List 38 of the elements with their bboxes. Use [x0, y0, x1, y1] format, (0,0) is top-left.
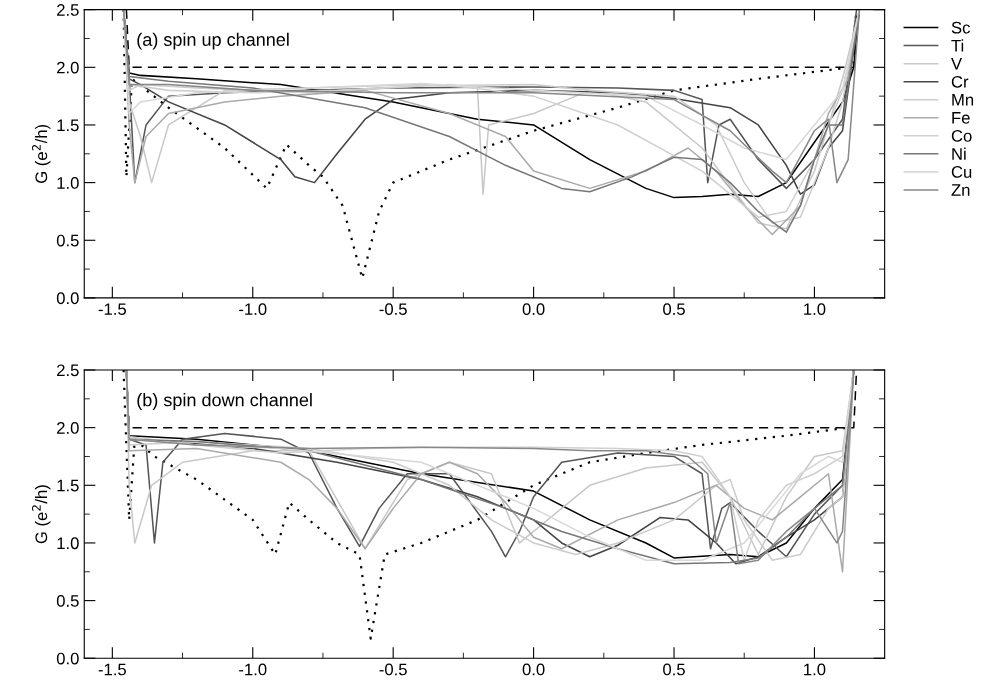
- x-tick-label: 0.0: [522, 663, 545, 676]
- y-tick-label: 1.0: [57, 177, 79, 189]
- legend-label: V: [951, 58, 963, 70]
- x-tick-label: 1.0: [804, 303, 826, 316]
- y-tick-label: 1.0: [57, 537, 79, 550]
- annotation: (b) spin down channel: [137, 393, 312, 410]
- legend-label: Ti: [951, 39, 964, 52]
- y-tick-label: 0.5: [56, 595, 79, 607]
- y-tick-label: 0.5: [56, 234, 79, 247]
- y-tick-label: 2.5: [57, 364, 79, 377]
- legend-label: Cr: [951, 75, 969, 88]
- x-tick-label: -0.5: [379, 303, 407, 316]
- y-tick-label: 0.0: [56, 652, 79, 665]
- legend-label: Zn: [951, 184, 970, 196]
- x-tick-label: 1.0: [804, 663, 826, 676]
- y-tick-label: 1.5: [57, 119, 79, 132]
- legend-label: Ni: [952, 147, 966, 160]
- x-tick-label: -1.5: [98, 303, 126, 316]
- annotation: (a) spin up channel: [137, 32, 289, 50]
- y-axis-title: G (e$^{2}$/h): [32, 485, 51, 544]
- legend-label: Sc: [951, 21, 970, 34]
- legend-label: Cu: [951, 166, 972, 178]
- y-tick-label: 1.5: [57, 479, 79, 492]
- x-tick-label: 0.0: [522, 303, 545, 316]
- x-tick-label: -0.5: [379, 663, 407, 676]
- y-tick-label: 0.0: [56, 292, 79, 305]
- x-tick-label: 0.5: [663, 663, 685, 676]
- x-tick-label: 0.5: [663, 303, 685, 316]
- x-tick-label: -1.5: [98, 663, 126, 676]
- y-axis-title: G (e$^{2}$/h): [32, 124, 51, 183]
- x-tick-label: -1.0: [239, 663, 267, 676]
- legend-label: Fe: [952, 112, 970, 124]
- x-tick-label: -1.0: [239, 303, 267, 316]
- y-tick-label: 2.0: [57, 61, 79, 74]
- legend-label: Co: [951, 129, 972, 142]
- y-tick-label: 2.5: [57, 4, 79, 16]
- y-tick-label: 2.0: [57, 422, 79, 434]
- legend-label: Mn: [952, 94, 974, 106]
